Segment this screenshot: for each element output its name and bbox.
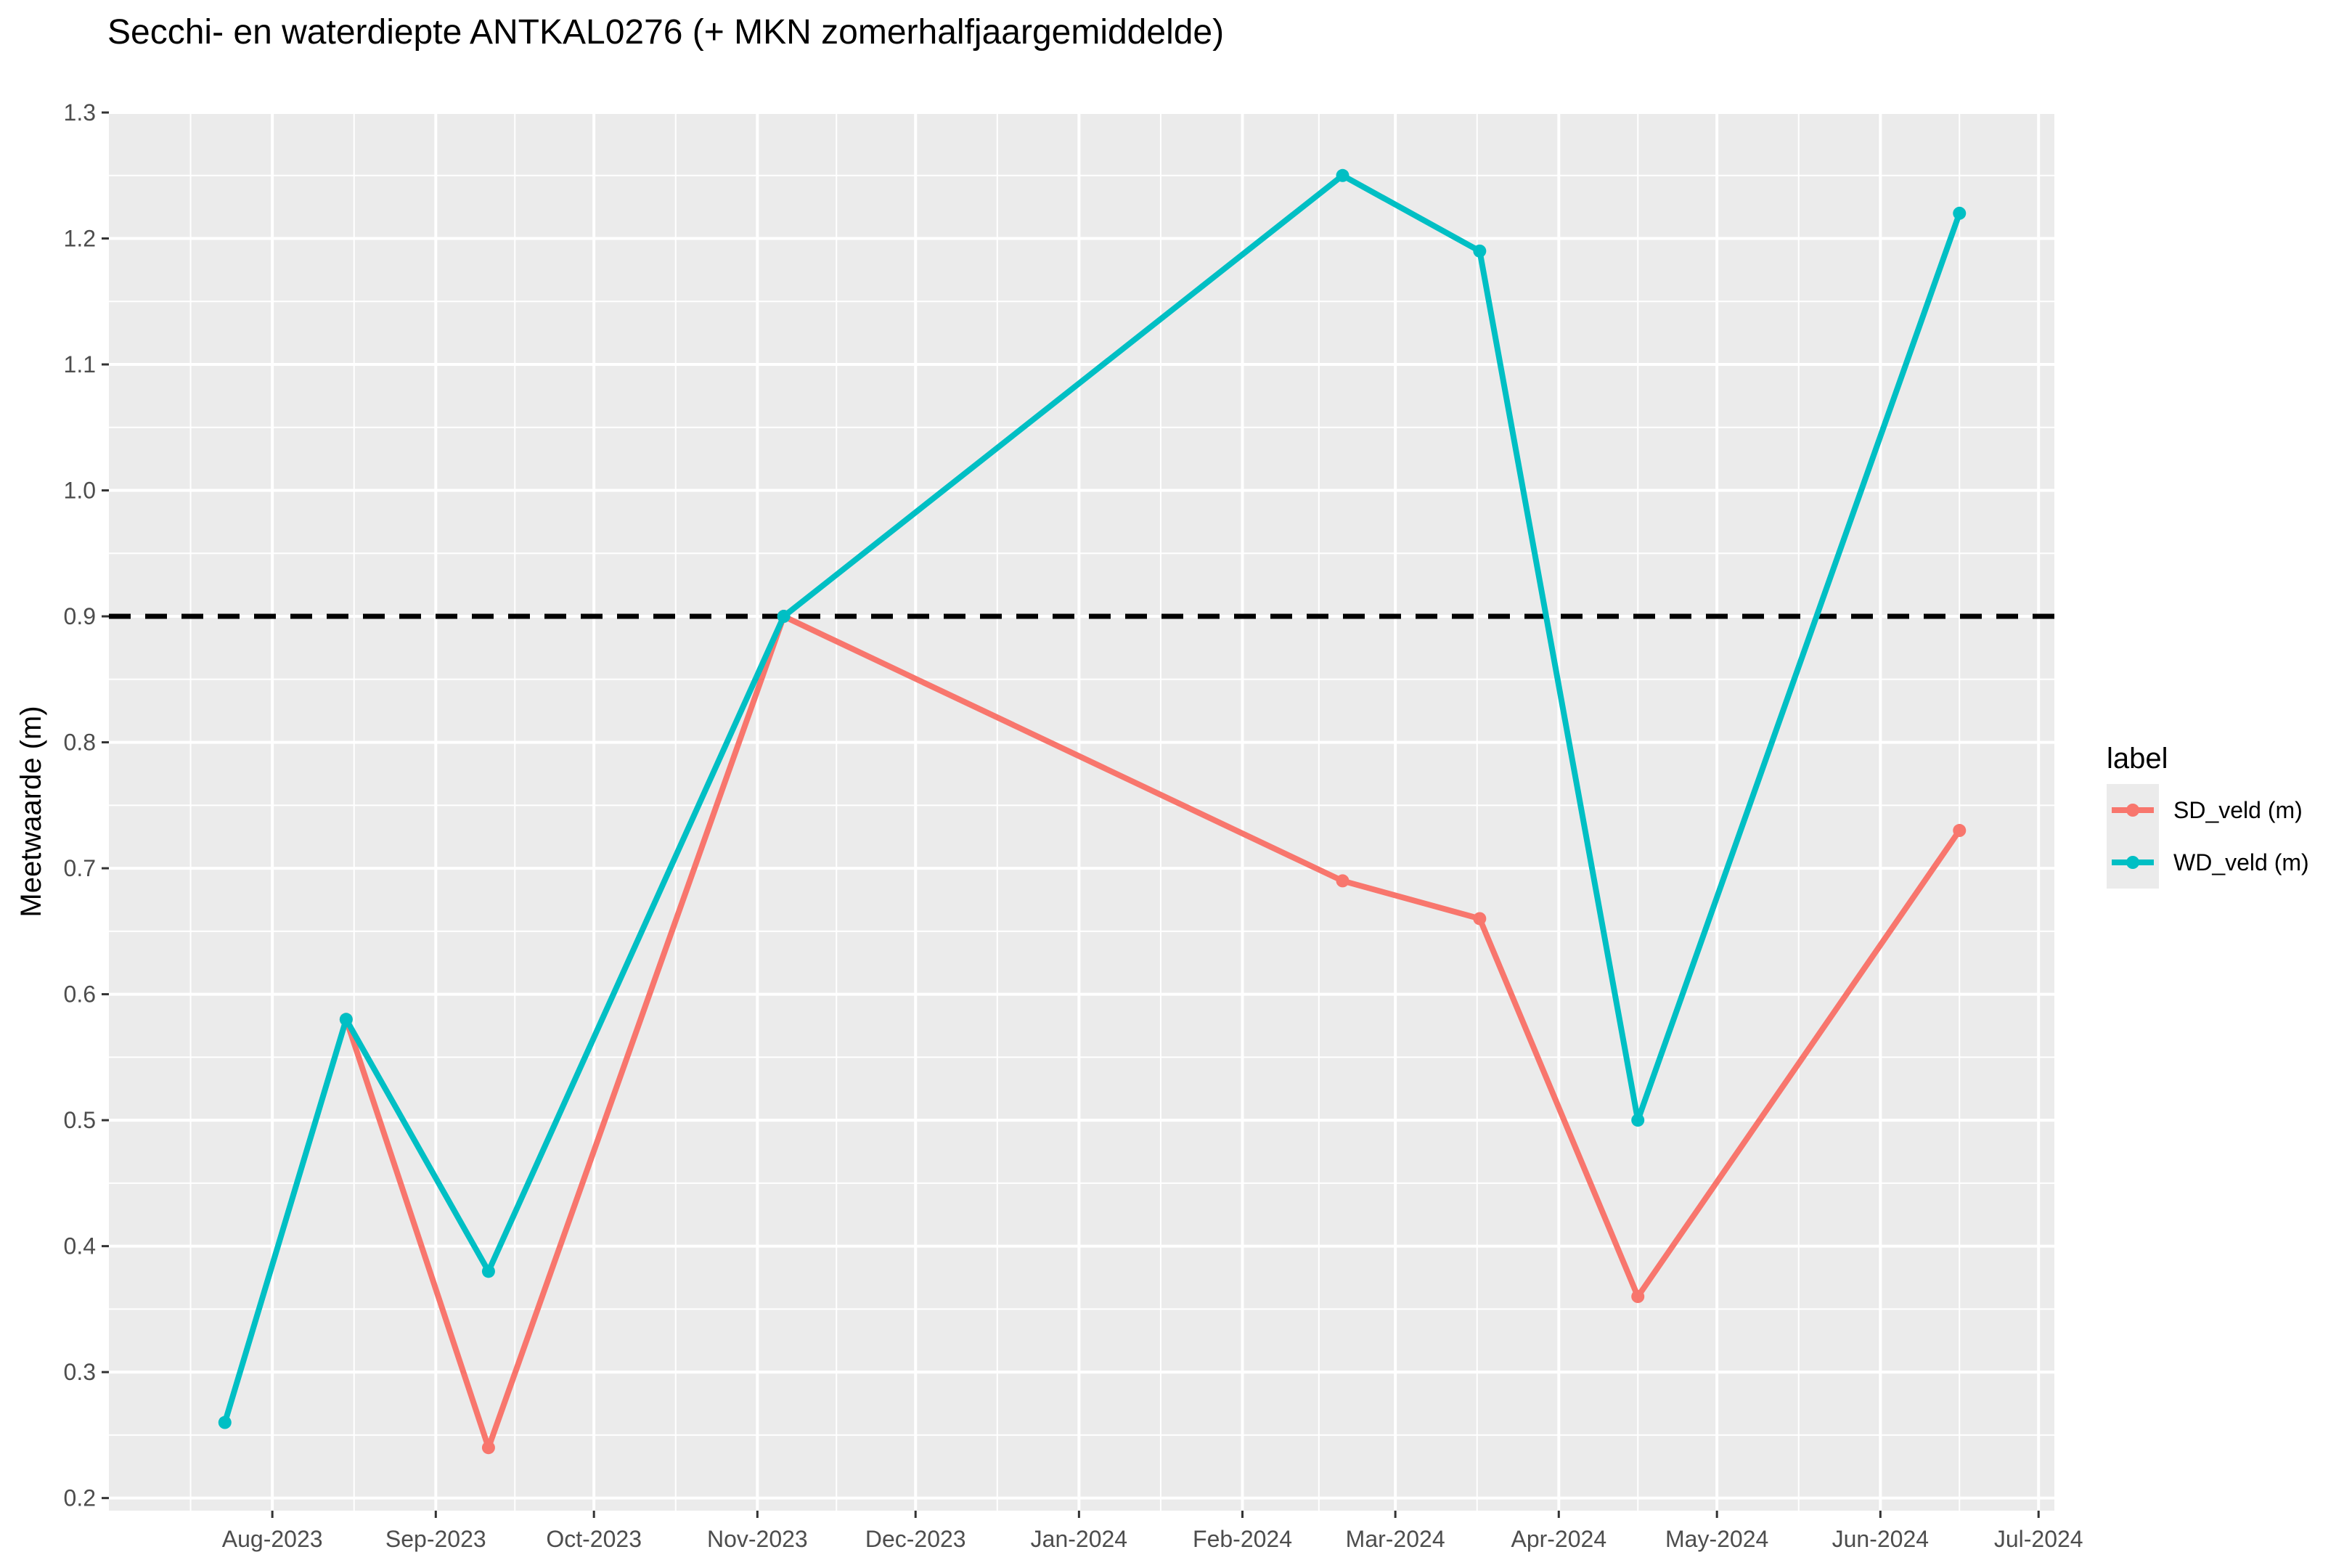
x-tick-label: Nov-2023	[707, 1526, 808, 1552]
y-tick-label: 1.3	[64, 99, 96, 126]
series-layer	[218, 168, 1967, 1455]
y-tick-label: 0.3	[64, 1359, 96, 1385]
legend-label: SD_veld (m)	[2173, 797, 2303, 823]
data-point-series-2	[1631, 1114, 1645, 1127]
y-tick-label: 0.2	[64, 1485, 96, 1511]
y-tick-label: 1.1	[64, 351, 96, 377]
y-axis-title: Meetwaarde (m)	[15, 706, 47, 917]
data-point-series-2	[218, 1416, 232, 1429]
x-tick-label: Mar-2024	[1346, 1526, 1445, 1552]
y-tick-label: 1.0	[64, 478, 96, 504]
x-tick-label: Jul-2024	[1994, 1526, 2083, 1552]
y-tick-label: 0.8	[64, 730, 96, 756]
data-point-series-1	[1953, 824, 1967, 838]
y-axis: 0.2 0.3 0.4 0.5 0.6 0.7 0.8 0.9 1.0 1.1 1.2 1.3	[64, 99, 109, 1511]
series-line-2	[221, 172, 1963, 1424]
x-tick-label: Feb-2024	[1193, 1526, 1292, 1552]
x-tick-label: Sep-2023	[385, 1526, 486, 1552]
legend-items: SD_veld (m) WD_veld (m)	[2107, 784, 2309, 889]
y-tick-label: 1.2	[64, 226, 96, 252]
data-point-series-2	[777, 610, 791, 624]
data-point-series-2	[339, 1013, 353, 1026]
y-tick-label: 0.6	[64, 981, 96, 1008]
y-tick-label: 0.5	[64, 1107, 96, 1133]
data-point-series-1	[1473, 912, 1487, 926]
data-point-series-1	[1336, 874, 1349, 888]
x-tick-label: Apr-2024	[1511, 1526, 1606, 1552]
legend-title: label	[2107, 743, 2168, 775]
chart-title: Secchi- en waterdiepte ANTKAL0276 (+ MKN…	[107, 13, 1224, 52]
data-point-series-2	[1336, 168, 1349, 182]
legend-key-point	[2126, 856, 2139, 869]
x-tick-label: Dec-2023	[865, 1526, 966, 1552]
y-tick-label: 0.9	[64, 603, 96, 629]
grid-minor	[109, 113, 2054, 1511]
x-tick-label: Jan-2024	[1031, 1526, 1127, 1552]
x-tick-label: Jun-2024	[1832, 1526, 1929, 1552]
data-point-series-1	[481, 1441, 495, 1455]
y-tick-label: 0.7	[64, 855, 96, 881]
legend-label: WD_veld (m)	[2173, 849, 2309, 875]
x-tick-label: Aug-2023	[222, 1526, 323, 1552]
data-point-series-2	[481, 1265, 495, 1278]
data-point-series-2	[1953, 206, 1967, 220]
legend: label SD_veld (m) WD_veld (m)	[2107, 743, 2309, 889]
x-tick-label: May-2024	[1665, 1526, 1768, 1552]
data-point-series-1	[1631, 1290, 1645, 1304]
plot-panel	[109, 113, 2054, 1511]
data-point-series-2	[1473, 244, 1487, 258]
y-tick-label: 0.4	[64, 1233, 96, 1259]
legend-key-point	[2126, 804, 2139, 817]
x-tick-label: Oct-2023	[546, 1526, 642, 1552]
x-axis: Aug-2023 Sep-2023 Oct-2023 Nov-2023 Dec-2023…	[222, 1511, 2083, 1552]
